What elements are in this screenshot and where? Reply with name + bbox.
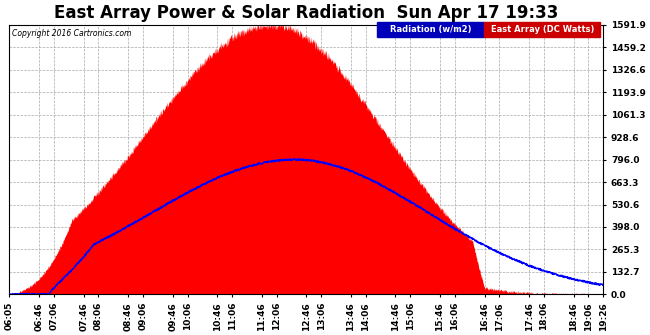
- Text: Copyright 2016 Cartronics.com: Copyright 2016 Cartronics.com: [12, 29, 131, 38]
- Title: East Array Power & Solar Radiation  Sun Apr 17 19:33: East Array Power & Solar Radiation Sun A…: [54, 4, 558, 22]
